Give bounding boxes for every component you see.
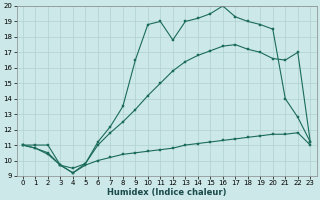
- X-axis label: Humidex (Indice chaleur): Humidex (Indice chaleur): [107, 188, 226, 197]
